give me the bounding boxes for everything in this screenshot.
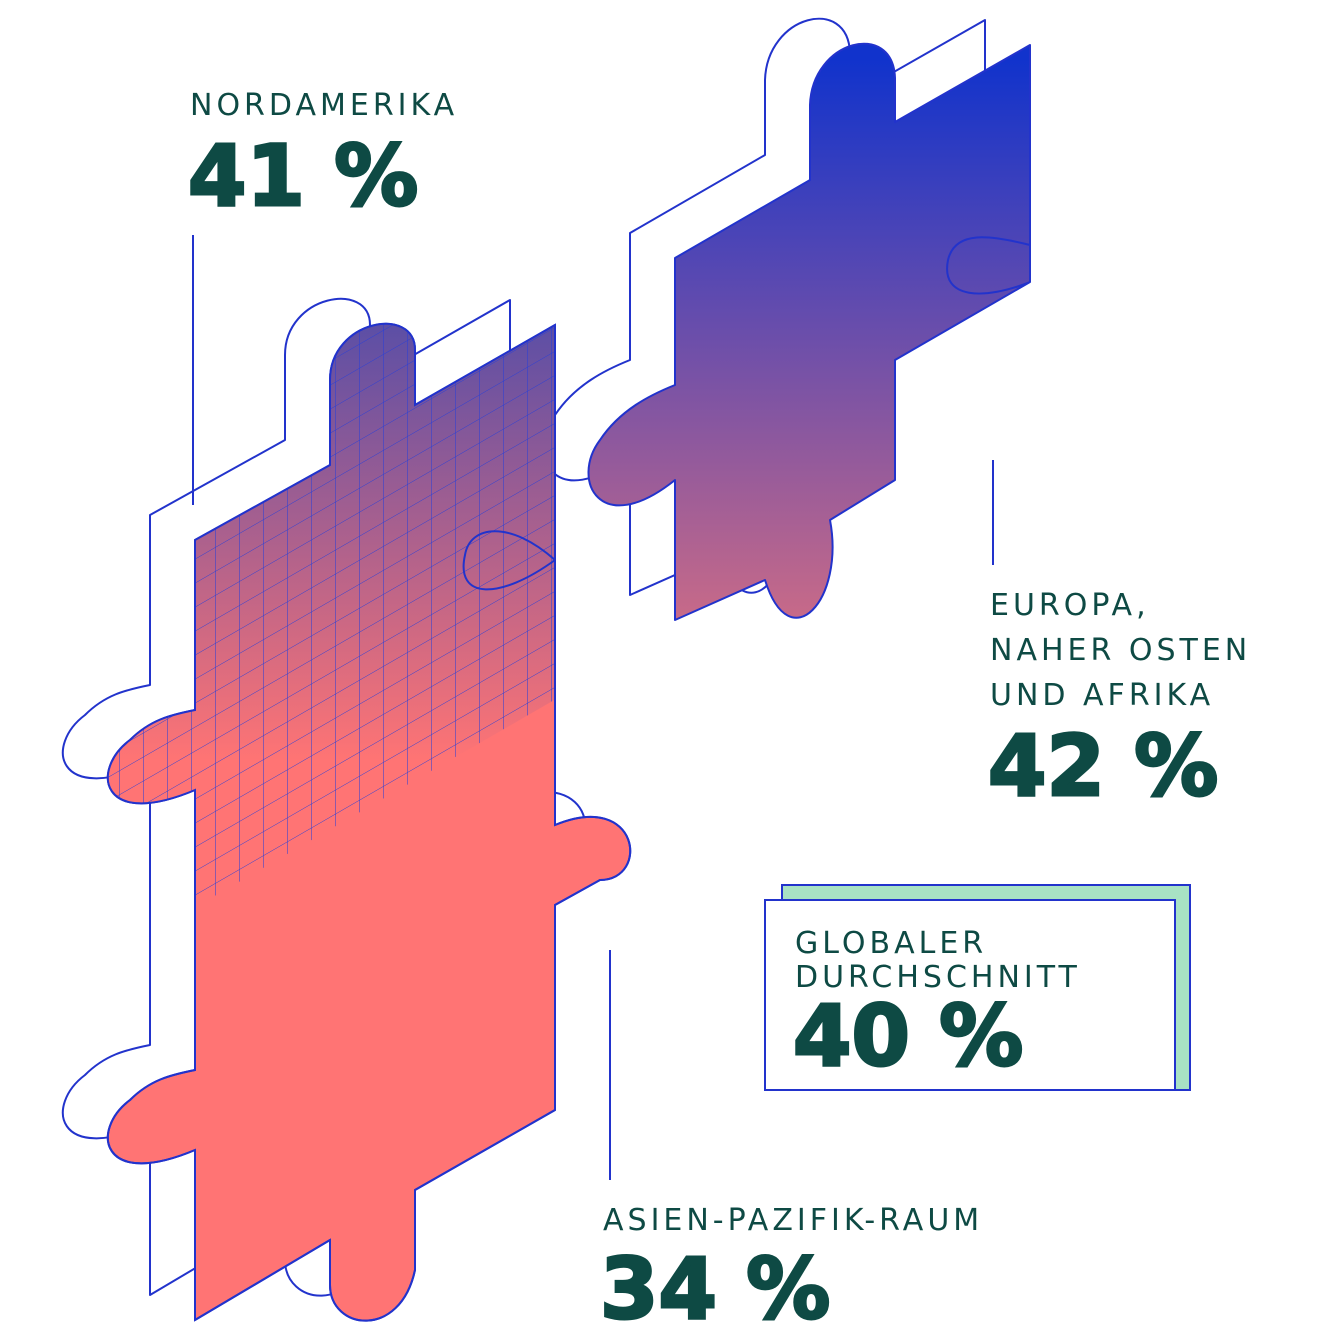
global-value: 40 % xyxy=(793,987,1023,1085)
box xyxy=(764,899,1176,1091)
region-label: NAHER OSTEN xyxy=(990,633,1251,668)
region-value: 42 % xyxy=(988,717,1218,815)
region-label: ASIEN-PAZIFIK-RAUM xyxy=(603,1203,983,1238)
region-label: EUROPA, xyxy=(990,588,1150,623)
global-label: GLOBALER xyxy=(795,926,987,961)
region-value: 41 % xyxy=(188,127,418,225)
region-label: UND AFRIKA xyxy=(990,678,1214,713)
region-value: 34 % xyxy=(600,1240,830,1329)
region-label: NORDAMERIKA xyxy=(190,88,458,123)
global-label: DURCHSCHNITT xyxy=(795,960,1081,995)
